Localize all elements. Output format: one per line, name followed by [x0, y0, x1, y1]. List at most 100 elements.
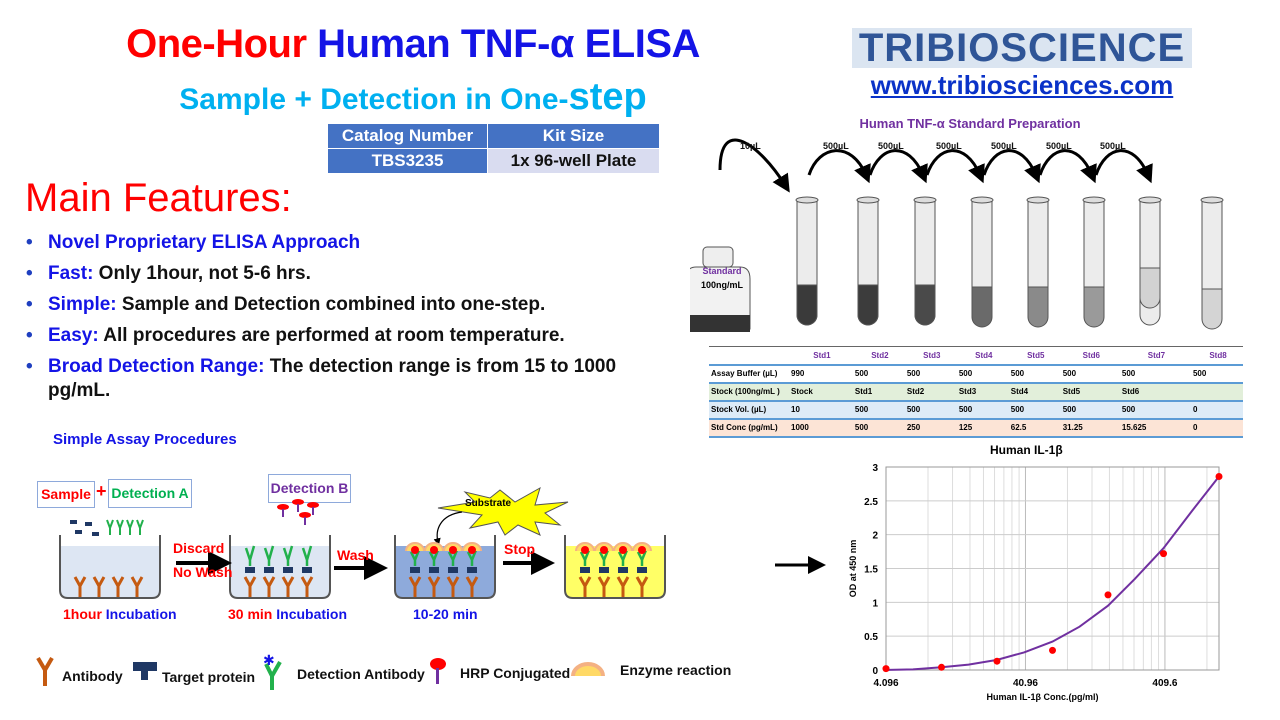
step2-label: 30 min Incubation [228, 606, 347, 622]
enzyme-reaction-icon [571, 662, 605, 677]
y-tick-label: 1.5 [864, 565, 878, 576]
data-point [1215, 472, 1223, 480]
antibody-icon [597, 576, 611, 597]
feature-text: The detection range is from 15 to 1000 p… [48, 356, 617, 401]
transfer-volume: 10µL [740, 141, 761, 151]
page-title: One-Hour Human TNF-α ELISA [0, 22, 826, 67]
hrp-icon [292, 499, 304, 505]
antibody-icon [465, 576, 479, 597]
detection-antibody-icon [466, 549, 478, 566]
y-tick-label: 1 [872, 598, 878, 609]
transfer-arrow [925, 149, 985, 184]
x-axis-label: Human IL-1β Conc.(pg/ml) [987, 692, 1099, 702]
table-cell: Std5 [1062, 387, 1081, 396]
antibody-icon [92, 576, 106, 597]
title-one-hour: One-Hour [126, 22, 307, 66]
transfer-volume: 500µL [878, 141, 904, 151]
serial-dilution-diagram [690, 138, 1224, 332]
data-point [938, 663, 945, 671]
target-protein-icon [75, 530, 82, 534]
transfer-volume: 500µL [991, 141, 1017, 151]
antibody-icon [243, 576, 257, 597]
column-header: Std2 [871, 350, 889, 360]
feature-text: Sample and Detection combined into one-s… [116, 294, 546, 315]
detection-antibody-icon [126, 519, 134, 535]
main-features-heading: Main Features: [25, 176, 292, 220]
column-header: Std1 [813, 350, 831, 360]
feature-label: Fast: [48, 263, 94, 284]
hrp-icon [277, 504, 289, 510]
detection-antibody-icon [116, 519, 124, 535]
title-product: Human TNF-α ELISA [317, 22, 700, 66]
target-protein-icon [599, 567, 609, 573]
x-tick-label: 4.096 [873, 678, 898, 689]
antibody-icon [635, 576, 649, 597]
table-cell: 500 [1062, 405, 1077, 414]
detection-antibody-icon [106, 519, 114, 535]
y-tick-label: 3 [872, 463, 878, 474]
table-cell: 500 [958, 369, 973, 378]
substrate-burst-icon [437, 486, 569, 536]
target-protein-icon [618, 567, 628, 573]
feature-text: Only 1hour, not 5-6 hrs. [93, 263, 311, 284]
test-tube-icon [1082, 196, 1106, 328]
data-point [993, 657, 1001, 665]
column-header: Std3 [923, 350, 941, 360]
target-protein-icon [283, 567, 293, 573]
detection-antibody-icon [447, 549, 459, 566]
transfer-arrow [982, 149, 1041, 184]
column-header: Std5 [1027, 350, 1045, 360]
target-protein-icon [448, 567, 458, 573]
antibody-icon [446, 576, 460, 597]
subtitle-text: Sample + Detection in One- [179, 83, 569, 116]
hrp-icon [307, 502, 319, 508]
antibody-icon [408, 576, 422, 597]
test-tube-icon [913, 196, 937, 326]
standard-prep-title: Human TNF-α Standard Preparation [859, 116, 1081, 131]
catalog-number: TBS3235 [327, 148, 488, 174]
discard-label: Discard [173, 540, 225, 556]
arrow-to-chart-icon [775, 556, 826, 574]
hrp-icon [619, 546, 627, 554]
test-tube-icon [795, 196, 819, 326]
detection-a-box: Detection A [108, 479, 192, 508]
test-tube-icon [1138, 196, 1162, 326]
legend-detection-antibody: Detection Antibody [297, 666, 425, 682]
hrp-icon [581, 546, 589, 554]
row-label: Stock Vol. (µL) [711, 405, 767, 414]
target-protein-icon [637, 567, 647, 573]
hrp-icon [411, 546, 419, 554]
table-cell: 62.5 [1010, 423, 1027, 432]
website-link[interactable]: www.tribiosciences.com [870, 70, 1174, 100]
wash-label: Wash [337, 547, 374, 563]
feature-label: Easy: [48, 325, 99, 346]
test-tube-icon [970, 196, 994, 328]
table-cell: 500 [1062, 369, 1077, 378]
table-cell: 500 [958, 405, 973, 414]
detection-antibody-icon [409, 549, 421, 566]
step2-time: 30 min [228, 606, 273, 622]
table-cell: 500 [906, 405, 921, 414]
transfer-volume: 500µL [936, 141, 962, 151]
feature-label: Novel Proprietary ELISA Approach [48, 232, 361, 253]
y-tick-label: 2 [872, 531, 878, 542]
table-cell: 500 [1010, 405, 1025, 414]
detection-antibody-icon [244, 545, 256, 566]
table-cell: 990 [791, 369, 805, 378]
stop-label: Stop [504, 541, 536, 557]
well-icon [564, 535, 666, 599]
transfer-volume: 500µL [1100, 141, 1126, 151]
table-cell: Std2 [906, 387, 925, 396]
table-cell: 500 [854, 423, 869, 432]
table-cell: Std4 [1010, 387, 1029, 396]
antibody-icon [578, 576, 592, 597]
transfer-arrow [1094, 149, 1153, 184]
hrp-conjugated-icon [430, 658, 446, 670]
standard-vial-icon [690, 246, 751, 332]
target-protein-icon [467, 567, 477, 573]
legend-icons: ✱ [36, 652, 605, 690]
assay-procedure-diagram [59, 486, 666, 599]
x-tick-label: 40.96 [1013, 678, 1038, 689]
detection-antibody-icon [428, 549, 440, 566]
target-protein-icon [429, 567, 439, 573]
